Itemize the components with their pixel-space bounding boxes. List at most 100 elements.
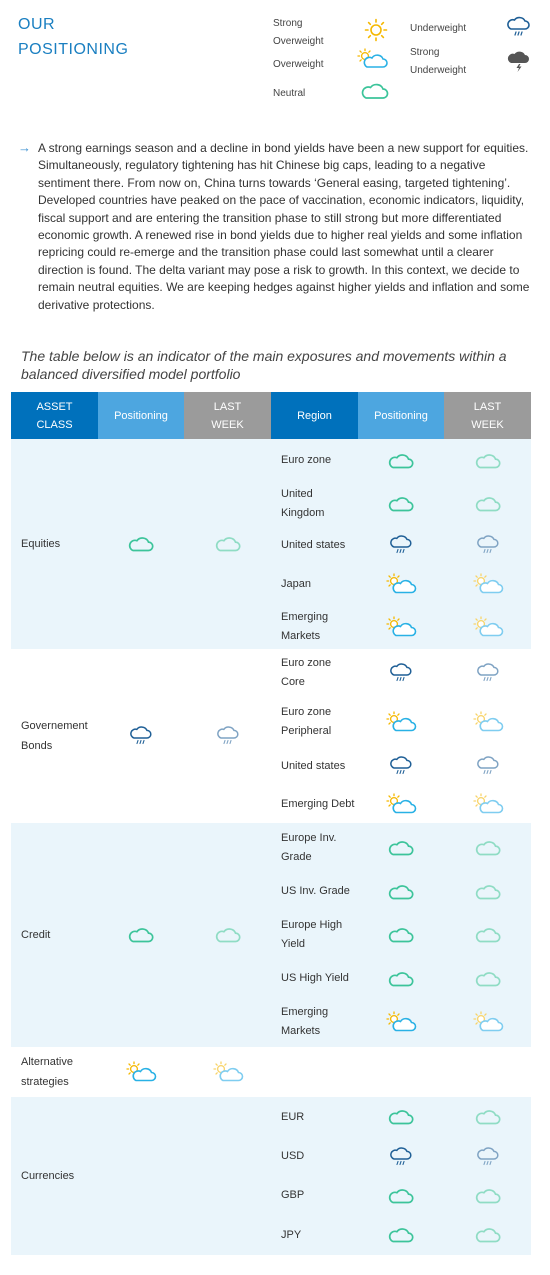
region-label: EUR <box>271 1097 358 1137</box>
intro-section: → A strong earnings season and a decline… <box>18 140 533 314</box>
region-label: US High Yield <box>271 960 358 997</box>
cloud-icon <box>444 823 531 873</box>
table-row: Emerging Markets <box>11 997 531 1047</box>
legend-strong-overweight-label: Strong Overweight <box>273 18 324 47</box>
cloud-icon <box>358 482 444 526</box>
region-label: Europe High Yield <box>271 910 358 960</box>
header-positioning: Positioning <box>98 392 184 439</box>
legend-neutral-label: Neutral <box>273 88 306 99</box>
cloud-icon <box>444 960 531 997</box>
rain-cloud-icon <box>444 747 531 785</box>
table-row: US High Yield <box>11 960 531 997</box>
header-region-positioning: Positioning <box>358 392 444 439</box>
region-label: United states <box>271 526 358 564</box>
sun-cloud-icon <box>444 997 531 1047</box>
table-row: Equities Euro zone <box>11 439 531 649</box>
cloud-icon <box>184 823 271 1047</box>
region-label: Emerging Markets <box>271 997 358 1047</box>
region-label: JPY <box>271 1215 358 1255</box>
header-region-last-week: LAST WEEK <box>444 392 531 439</box>
sun-cloud-icon <box>358 697 444 747</box>
rain-cloud-icon <box>444 1137 531 1176</box>
header-asset-class: ASSET CLASS <box>11 392 98 439</box>
storm-cloud-icon <box>507 49 531 78</box>
cloud-icon <box>358 873 444 910</box>
asset-label: Equities <box>11 439 98 649</box>
cloud-icon <box>184 439 271 649</box>
region-label: US Inv. Grade <box>271 873 358 910</box>
cloud-icon <box>358 823 444 873</box>
region-label: Europe Inv. Grade <box>271 823 358 873</box>
sun-cloud-icon <box>184 1047 271 1097</box>
region-label: Japan <box>271 564 358 604</box>
header-region: Region <box>271 392 358 439</box>
region-label: Euro zone Core <box>271 649 358 697</box>
table-caption: The table below is an indicator of the m… <box>21 348 507 382</box>
asset-label: Currencies <box>11 1097 98 1255</box>
sun-cloud-icon <box>356 48 388 75</box>
table-row: Europe High Yield <box>11 910 531 960</box>
cloud-icon <box>444 910 531 960</box>
cloud-icon <box>444 1097 531 1137</box>
sun-cloud-icon <box>444 604 531 649</box>
asset-label: Credit <box>11 823 98 1047</box>
cloud-icon <box>98 439 184 649</box>
table-row: Governement Bonds Euro zone Core <box>11 649 531 823</box>
table-row: Euro zone Peripheral <box>11 697 531 747</box>
region-label: Emerging Markets <box>271 604 358 649</box>
region-label: Emerging Debt <box>271 785 358 823</box>
rain-cloud-icon <box>358 526 444 564</box>
cloud-icon <box>444 1215 531 1255</box>
cloud-icon <box>361 81 389 106</box>
table-row: USD <box>11 1137 531 1176</box>
sun-cloud-icon <box>444 564 531 604</box>
sun-cloud-icon <box>358 564 444 604</box>
cloud-icon <box>358 1215 444 1255</box>
rain-cloud-icon <box>444 649 531 697</box>
rain-cloud-icon <box>507 16 531 45</box>
cloud-icon <box>358 1176 444 1215</box>
cloud-icon <box>444 482 531 526</box>
sun-cloud-icon <box>358 785 444 823</box>
intro-paragraph: A strong earnings season and a decline i… <box>38 141 530 312</box>
rain-cloud-icon <box>98 649 184 823</box>
sun-cloud-icon <box>358 604 444 649</box>
table-row: Japan <box>11 564 531 604</box>
table-row: JPY <box>11 1215 531 1255</box>
cloud-icon <box>98 823 184 1047</box>
legend-overweight-label: Overweight <box>273 59 324 70</box>
cloud-icon <box>444 439 531 482</box>
table-row: US Inv. Grade <box>11 873 531 910</box>
arrow-right-icon: → <box>18 140 31 155</box>
legend-strong-underweight-label: Strong Underweight <box>410 47 467 76</box>
table-row: United states <box>11 747 531 785</box>
table-row: Emerging Debt <box>11 785 531 823</box>
table-row: GBP <box>11 1176 531 1215</box>
table-row: Currencies EUR <box>11 1097 531 1255</box>
rain-cloud-icon <box>358 1137 444 1176</box>
table-row: Credit Europe Inv. Grade <box>11 823 531 1047</box>
cloud-icon <box>358 439 444 482</box>
region-label: USD <box>271 1137 358 1176</box>
legend-underweight-label: Underweight <box>410 23 467 34</box>
sun-cloud-icon <box>444 785 531 823</box>
table-row: United states <box>11 526 531 564</box>
table-header-row: ASSET CLASS Positioning LAST WEEK Region P… <box>11 392 531 439</box>
rain-cloud-icon <box>444 526 531 564</box>
cloud-icon <box>358 960 444 997</box>
region-label: Euro zone <box>271 439 358 482</box>
table-row: Emerging Markets <box>11 604 531 649</box>
asset-label: Governement Bonds <box>11 649 98 823</box>
rain-cloud-icon <box>358 747 444 785</box>
table-row: United Kingdom <box>11 482 531 526</box>
sun-cloud-icon <box>358 997 444 1047</box>
positioning-table: ASSET CLASS Positioning LAST WEEK Region P… <box>11 392 531 1255</box>
page-title: OUR POSITIONING <box>18 16 129 58</box>
cloud-icon <box>444 1176 531 1215</box>
table-row: Alternative strategies <box>11 1047 531 1097</box>
cloud-icon <box>444 873 531 910</box>
asset-label: Alternative strategies <box>11 1047 98 1097</box>
region-label: United Kingdom <box>271 482 358 526</box>
region-label: GBP <box>271 1176 358 1215</box>
rain-cloud-icon <box>184 649 271 823</box>
